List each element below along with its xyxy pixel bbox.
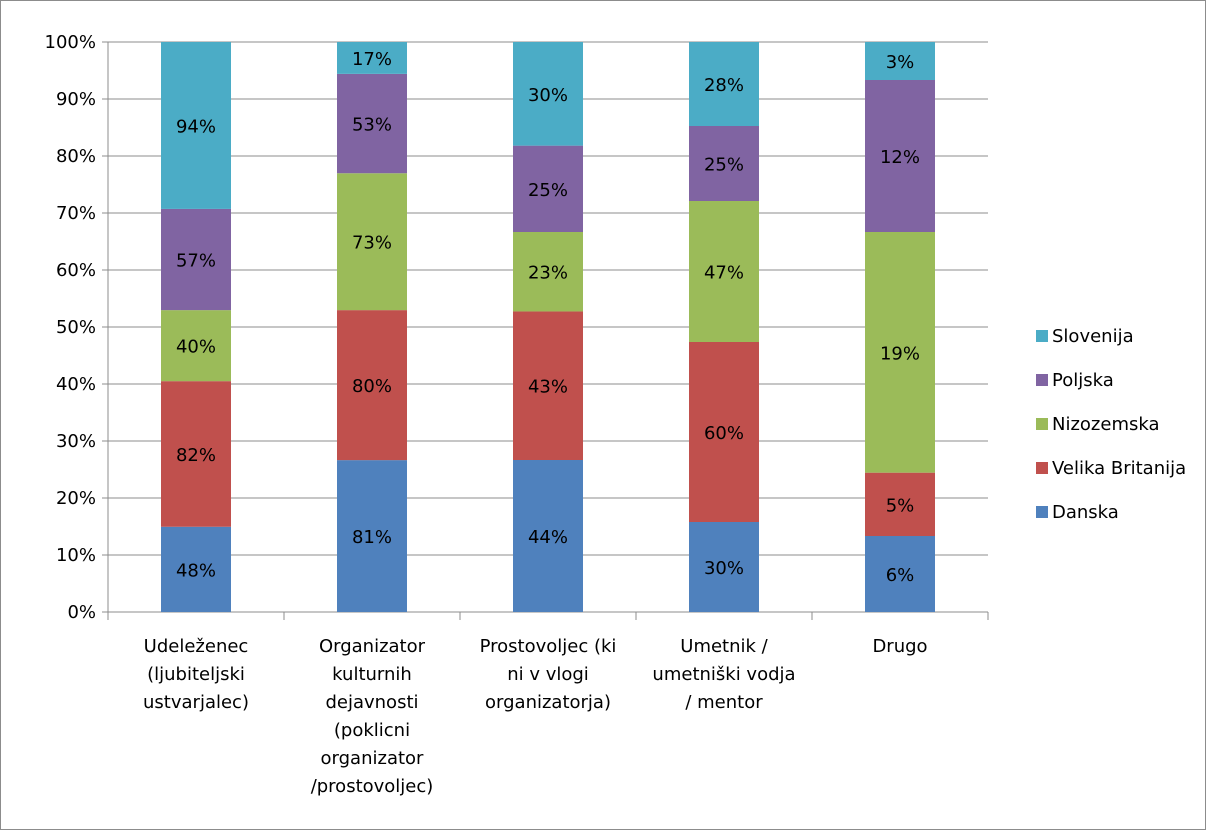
y-tick-label: 50% [56, 317, 96, 338]
bars [161, 42, 935, 612]
x-category-label: Drugo [872, 636, 927, 657]
bar-segment [865, 232, 935, 473]
bar-segment [689, 201, 759, 342]
x-category-label-line: Prostovoljec (ki [480, 636, 617, 657]
data-label: 23% [528, 263, 568, 284]
y-tick-label: 100% [45, 32, 96, 53]
x-category-label-line: dejavnosti [325, 692, 418, 713]
legend-label: Nizozemska [1052, 414, 1160, 435]
x-category-label-line: kulturnih [332, 664, 412, 685]
y-tick-label: 60% [56, 260, 96, 281]
data-label: 5% [886, 495, 915, 516]
bar-segment [865, 536, 935, 612]
bar-segment [865, 80, 935, 232]
legend-label: Poljska [1052, 370, 1114, 391]
legend-swatch [1036, 330, 1048, 342]
legend-swatch [1036, 374, 1048, 386]
x-category-label-line: ni v vlogi [507, 664, 589, 685]
bar-segment [513, 145, 583, 232]
data-label: 73% [352, 233, 392, 254]
legend-label: Slovenija [1052, 326, 1134, 347]
data-label: 57% [176, 251, 216, 272]
legend-label: Velika Britanija [1052, 458, 1186, 479]
y-tick-label: 80% [56, 146, 96, 167]
bar-segment [337, 310, 407, 461]
x-category-label: Organizator kulturnih dejavnosti (poklicni o… [311, 636, 434, 797]
data-label: 3% [886, 52, 915, 73]
bar-segment [513, 232, 583, 312]
bar-segment [161, 526, 231, 612]
bar-segment [689, 522, 759, 612]
category-labels: Udeleženec (ljubiteljski ustvarjalec) Organ… [143, 636, 928, 797]
legend-label: Danska [1052, 502, 1119, 523]
data-label: 17% [352, 49, 392, 70]
x-category-label-line: Drugo [872, 636, 927, 657]
bar-segment [865, 42, 935, 80]
data-label: 12% [880, 147, 920, 168]
x-category-label-line: organizator [321, 748, 425, 769]
legend-swatch [1036, 418, 1048, 430]
bar-segment [337, 173, 407, 311]
legend-swatch [1036, 462, 1048, 474]
data-label: 19% [880, 343, 920, 364]
x-category-label: Udeleženec (ljubiteljski ustvarjalec) [143, 636, 249, 713]
x-category-label-line: organizatorja) [485, 692, 611, 713]
bar-segment [161, 381, 231, 527]
y-tick-label: 70% [56, 203, 96, 224]
y-tick-label: 20% [56, 488, 96, 509]
x-category-label: Umetnik / umetniški vodja / mentor [652, 636, 795, 713]
x-category-label-line: umetniški vodja [652, 664, 795, 685]
bar-segment [513, 311, 583, 460]
data-label: 80% [352, 376, 392, 397]
bar-segment [689, 126, 759, 201]
bar-segment [513, 42, 583, 146]
data-label: 81% [352, 527, 392, 548]
data-label: 60% [704, 423, 744, 444]
bar-segment [513, 460, 583, 612]
data-label: 25% [704, 155, 744, 176]
data-label: 43% [528, 377, 568, 398]
bar-segment [337, 73, 407, 174]
x-category-label-line: /prostovoljec) [311, 776, 434, 797]
bar-segment [689, 42, 759, 126]
bar-segment [161, 310, 231, 382]
x-category-label-line: / mentor [685, 692, 763, 713]
data-labels: 48% 82% 40% 57% 94% 81% 80% 73% 53% 17% 44% 43% 23% 2… [176, 49, 920, 586]
bar-segment [337, 460, 407, 612]
legend: Slovenija Poljska Nizozemska Velika Britani… [1036, 326, 1186, 523]
data-label: 40% [176, 337, 216, 358]
legend-swatch [1036, 506, 1048, 518]
data-label: 44% [528, 527, 568, 548]
data-label: 30% [704, 558, 744, 579]
y-tick-label: 40% [56, 374, 96, 395]
x-category-label-line: ustvarjalec) [143, 692, 249, 713]
bar-segment [689, 342, 759, 522]
x-category-label-line: (poklicni [334, 720, 410, 741]
y-tick-label: 10% [56, 545, 96, 566]
x-category-label-line: (ljubiteljski [147, 664, 245, 685]
y-tick-label: 0% [67, 602, 96, 623]
data-label: 6% [886, 565, 915, 586]
data-label: 48% [176, 560, 216, 581]
y-tick-label: 30% [56, 431, 96, 452]
x-category-label-line: Umetnik / [680, 636, 768, 657]
x-category-label: Prostovoljec (ki ni v vlogi organizatorja) [480, 636, 617, 713]
bar-segment [161, 208, 231, 311]
bar-segment [337, 42, 407, 74]
x-category-label-line: Udeleženec [144, 636, 249, 657]
data-label: 25% [528, 180, 568, 201]
x-category-label-line: Organizator [319, 636, 426, 657]
data-label: 47% [704, 263, 744, 284]
bar-segment [865, 472, 935, 536]
data-label: 30% [528, 85, 568, 106]
data-label: 82% [176, 445, 216, 466]
data-label: 53% [352, 115, 392, 136]
bar-segment [161, 42, 231, 209]
data-label: 28% [704, 75, 744, 96]
y-tick-label: 90% [56, 89, 96, 110]
data-label: 94% [176, 116, 216, 137]
